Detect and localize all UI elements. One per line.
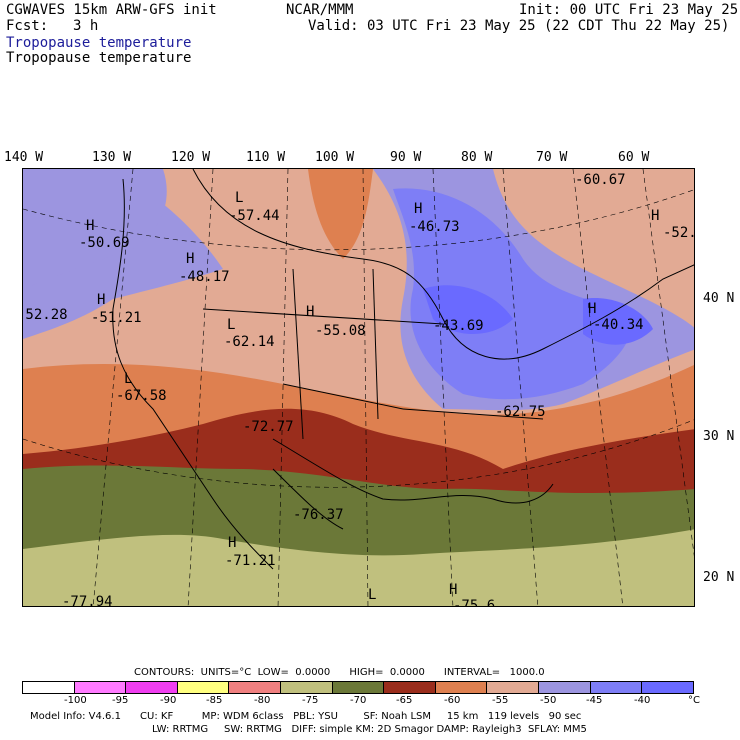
lon-label: 90 W bbox=[390, 150, 422, 165]
lat-label: 20 N bbox=[703, 570, 735, 585]
scale-tick: -75 bbox=[302, 695, 319, 706]
lat-label: 30 N bbox=[703, 429, 735, 444]
extremum-letter: H bbox=[449, 582, 458, 598]
color-scale-bar bbox=[22, 681, 694, 694]
model-info: Model Info: V4.6.1 CU: KF MP: WDM 6class… bbox=[30, 711, 582, 722]
scale-tick: -80 bbox=[254, 695, 271, 706]
scale-tick: -60 bbox=[444, 695, 461, 706]
lat-label: 40 N bbox=[703, 291, 735, 306]
extremum-letter: H bbox=[588, 301, 597, 317]
extremum-value: -71.21 bbox=[225, 553, 276, 569]
center-label: NCAR/MMM bbox=[286, 2, 354, 18]
extremum-letter: L bbox=[124, 371, 133, 387]
scale-unit: °C bbox=[688, 695, 700, 706]
scale-tick: -100 bbox=[64, 695, 87, 706]
tropopause-map[interactable]: L -57.44 H -50.69 H -48.17 H -46.73 -60.… bbox=[22, 168, 695, 607]
extremum-letter: L bbox=[368, 587, 377, 603]
color-swatch bbox=[590, 682, 643, 693]
scale-tick: -65 bbox=[396, 695, 413, 706]
extremum-value: -67.58 bbox=[116, 388, 167, 404]
extremum-value: -52.0 bbox=[663, 225, 694, 241]
lon-label: 80 W bbox=[461, 150, 493, 165]
extremum-letter: H bbox=[414, 201, 423, 217]
extremum-value: -40.34 bbox=[593, 317, 644, 333]
scale-tick: -90 bbox=[160, 695, 177, 706]
extremum-letter: H bbox=[228, 535, 237, 551]
init-time: Init: 00 UTC Fri 23 May 25 bbox=[519, 2, 739, 18]
forecast-label: Fcst: bbox=[6, 18, 49, 34]
extremum-value: -51.21 bbox=[91, 310, 142, 326]
color-swatch bbox=[384, 682, 436, 693]
model-title: CGWAVES 15km ARW-GFS init bbox=[6, 2, 217, 18]
color-swatch bbox=[23, 682, 75, 693]
color-swatch bbox=[642, 682, 693, 693]
extremum-value: -75.6 bbox=[453, 598, 496, 607]
extremum-value: -77.94 bbox=[62, 594, 113, 607]
extremum-value: -43.69 bbox=[433, 318, 484, 334]
contours-info: CONTOURS: UNITS=°C LOW= 0.0000 HIGH= 0.0… bbox=[134, 667, 545, 678]
color-swatch bbox=[74, 682, 127, 693]
map-fill bbox=[23, 169, 694, 606]
extremum-value: -62.14 bbox=[224, 334, 275, 350]
lon-label: 130 W bbox=[92, 150, 132, 165]
color-swatch bbox=[229, 682, 282, 693]
forecast-value: 3 h bbox=[73, 18, 99, 34]
extremum-value: -76.37 bbox=[293, 507, 344, 523]
extremum-value: -62.75 bbox=[495, 404, 546, 420]
lon-label: 60 W bbox=[618, 150, 650, 165]
filled-field-title: Tropopause temperature bbox=[6, 35, 192, 51]
lon-label: 70 W bbox=[536, 150, 568, 165]
valid-time: Valid: 03 UTC Fri 23 May 25 (22 CDT Thu … bbox=[308, 18, 730, 34]
scale-tick: -45 bbox=[586, 695, 603, 706]
extremum-letter: H bbox=[86, 218, 95, 234]
extremum-value: -50.69 bbox=[79, 235, 130, 251]
extremum-letter: H bbox=[306, 304, 315, 320]
color-swatch bbox=[281, 682, 333, 693]
model-info-physics: LW: RRTMG SW: RRTMG DIFF: simple KM: 2D … bbox=[152, 724, 587, 735]
scale-tick: -55 bbox=[492, 695, 509, 706]
extremum-value: -48.17 bbox=[179, 269, 230, 285]
extremum-letter: H bbox=[97, 292, 106, 308]
extremum-value: -72.77 bbox=[243, 419, 294, 435]
color-swatch bbox=[487, 682, 540, 693]
scale-tick: -50 bbox=[540, 695, 557, 706]
color-swatch bbox=[177, 682, 230, 693]
extremum-value: -52.28 bbox=[22, 307, 68, 323]
extremum-letter: H bbox=[186, 251, 195, 267]
scale-tick: -95 bbox=[112, 695, 129, 706]
extremum-value: -55.08 bbox=[315, 323, 366, 339]
scale-tick: -70 bbox=[350, 695, 367, 706]
extremum-letter: H bbox=[651, 208, 660, 224]
lon-label: 110 W bbox=[246, 150, 286, 165]
extremum-value: -46.73 bbox=[409, 219, 460, 235]
extremum-value: -60.67 bbox=[575, 172, 626, 188]
color-swatch bbox=[126, 682, 178, 693]
color-swatch bbox=[435, 682, 488, 693]
scale-tick: -85 bbox=[206, 695, 223, 706]
lon-label: 100 W bbox=[315, 150, 355, 165]
contour-field-title: Tropopause temperature bbox=[6, 50, 192, 66]
color-swatch bbox=[539, 682, 591, 693]
extremum-value: -57.44 bbox=[229, 208, 280, 224]
color-swatch bbox=[332, 682, 385, 693]
scale-tick: -40 bbox=[634, 695, 651, 706]
extremum-letter: L bbox=[235, 190, 244, 206]
extremum-letter: L bbox=[227, 317, 236, 333]
lon-label: 140 W bbox=[4, 150, 44, 165]
lon-label: 120 W bbox=[171, 150, 211, 165]
